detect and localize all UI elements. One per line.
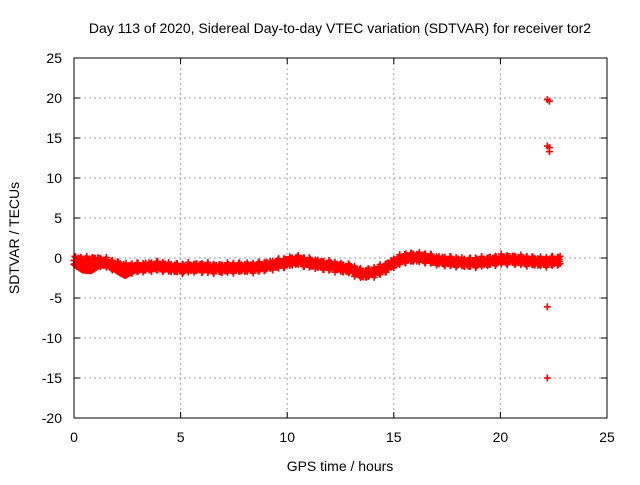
- y-tick-label: -10: [42, 330, 62, 346]
- y-tick-label: 20: [46, 90, 62, 106]
- y-tick-label: 25: [46, 50, 62, 66]
- x-tick-label: 25: [599, 429, 615, 445]
- y-tick-label: -20: [42, 410, 62, 426]
- band-point: [556, 260, 564, 268]
- y-tick-label: -5: [50, 290, 63, 306]
- data-points: [70, 96, 564, 382]
- y-tick-label: 0: [54, 250, 62, 266]
- band-point: [556, 252, 564, 260]
- x-tick-label: 5: [177, 429, 185, 445]
- band-point: [325, 256, 333, 264]
- band-point: [229, 269, 237, 277]
- y-tick-label: -15: [42, 370, 62, 386]
- chart-title: Day 113 of 2020, Sidereal Day-to-day VTE…: [89, 20, 591, 36]
- x-tick-label: 20: [493, 429, 509, 445]
- band-point: [472, 264, 480, 272]
- band-point: [523, 262, 531, 270]
- band-point: [294, 252, 302, 260]
- band-point: [345, 260, 353, 268]
- band-point: [491, 262, 499, 270]
- y-tick-label: 10: [46, 170, 62, 186]
- y-tick-label: 15: [46, 130, 62, 146]
- plot-frame: [73, 57, 608, 419]
- y-axis-label: SDTVAR / TECUs: [6, 182, 22, 294]
- outlier-point: [545, 148, 553, 156]
- outlier-point: [543, 303, 551, 311]
- x-axis-label: GPS time / hours: [287, 458, 394, 474]
- outlier-point: [543, 374, 551, 382]
- outlier-point: [545, 97, 553, 105]
- arc-point: [138, 263, 146, 271]
- band-point: [542, 263, 550, 271]
- y-tick-label: 5: [54, 210, 62, 226]
- grid: [74, 58, 607, 418]
- x-tick-label: 15: [386, 429, 402, 445]
- band-point: [178, 270, 186, 278]
- x-tick-label: 0: [70, 429, 78, 445]
- x-tick-label: 10: [279, 429, 295, 445]
- band-point: [198, 269, 206, 277]
- axis-ticks: 0 5 10 15 20 25 -20 -15 -10 -5 0 5 10 15 20 25: [42, 50, 615, 445]
